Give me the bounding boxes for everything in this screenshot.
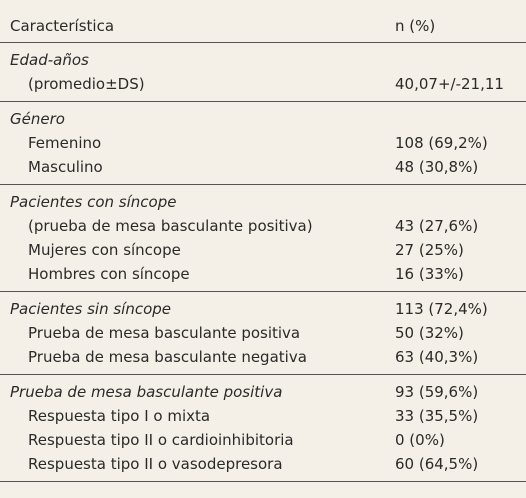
row-label: Respuesta tipo II o vasodepresora <box>28 455 283 473</box>
row-value: 63 (40,3%) <box>395 348 479 366</box>
rule <box>0 101 526 102</box>
row-label: (prueba de mesa basculante positiva) <box>28 217 313 235</box>
group-title: Prueba de mesa basculante positiva <box>10 383 283 401</box>
row-value: 60 (64,5%) <box>395 455 479 473</box>
row-value: 40,07+/-21,11 <box>395 75 504 93</box>
row-label: Respuesta tipo II o cardioinhibitoria <box>28 431 294 449</box>
row-value: 48 (30,8%) <box>395 158 479 176</box>
row-value: 0 (0%) <box>395 431 445 449</box>
group-title: Pacientes con síncope <box>10 193 177 211</box>
row-value: 16 (33%) <box>395 265 464 283</box>
row-value: 27 (25%) <box>395 241 464 259</box>
rule <box>0 374 526 375</box>
row-value: 108 (69,2%) <box>395 134 488 152</box>
header-label: Característica <box>10 17 115 35</box>
row-label: Femenino <box>28 134 102 152</box>
row-value: 33 (35,5%) <box>395 407 479 425</box>
group-title: Edad-años <box>10 51 89 69</box>
rule <box>0 291 526 292</box>
group-title: Género <box>10 110 65 128</box>
row-value: 43 (27,6%) <box>395 217 479 235</box>
row-label: Prueba de mesa basculante negativa <box>28 348 307 366</box>
row-value: 50 (32%) <box>395 324 464 342</box>
group-value: 113 (72,4%) <box>395 300 488 318</box>
row-label: Respuesta tipo I o mixta <box>28 407 211 425</box>
rule <box>0 42 526 43</box>
header-value: n (%) <box>395 17 436 35</box>
group-value: 93 (59,6%) <box>395 383 479 401</box>
rule <box>0 184 526 185</box>
group-title: Pacientes sin síncope <box>10 300 172 318</box>
row-label: Prueba de mesa basculante positiva <box>28 324 301 342</box>
row-label: Hombres con síncope <box>28 265 190 283</box>
row-label: Mujeres con síncope <box>28 241 181 259</box>
rule <box>0 481 526 482</box>
row-label: (promedio±DS) <box>28 75 145 93</box>
row-label: Masculino <box>28 158 103 176</box>
